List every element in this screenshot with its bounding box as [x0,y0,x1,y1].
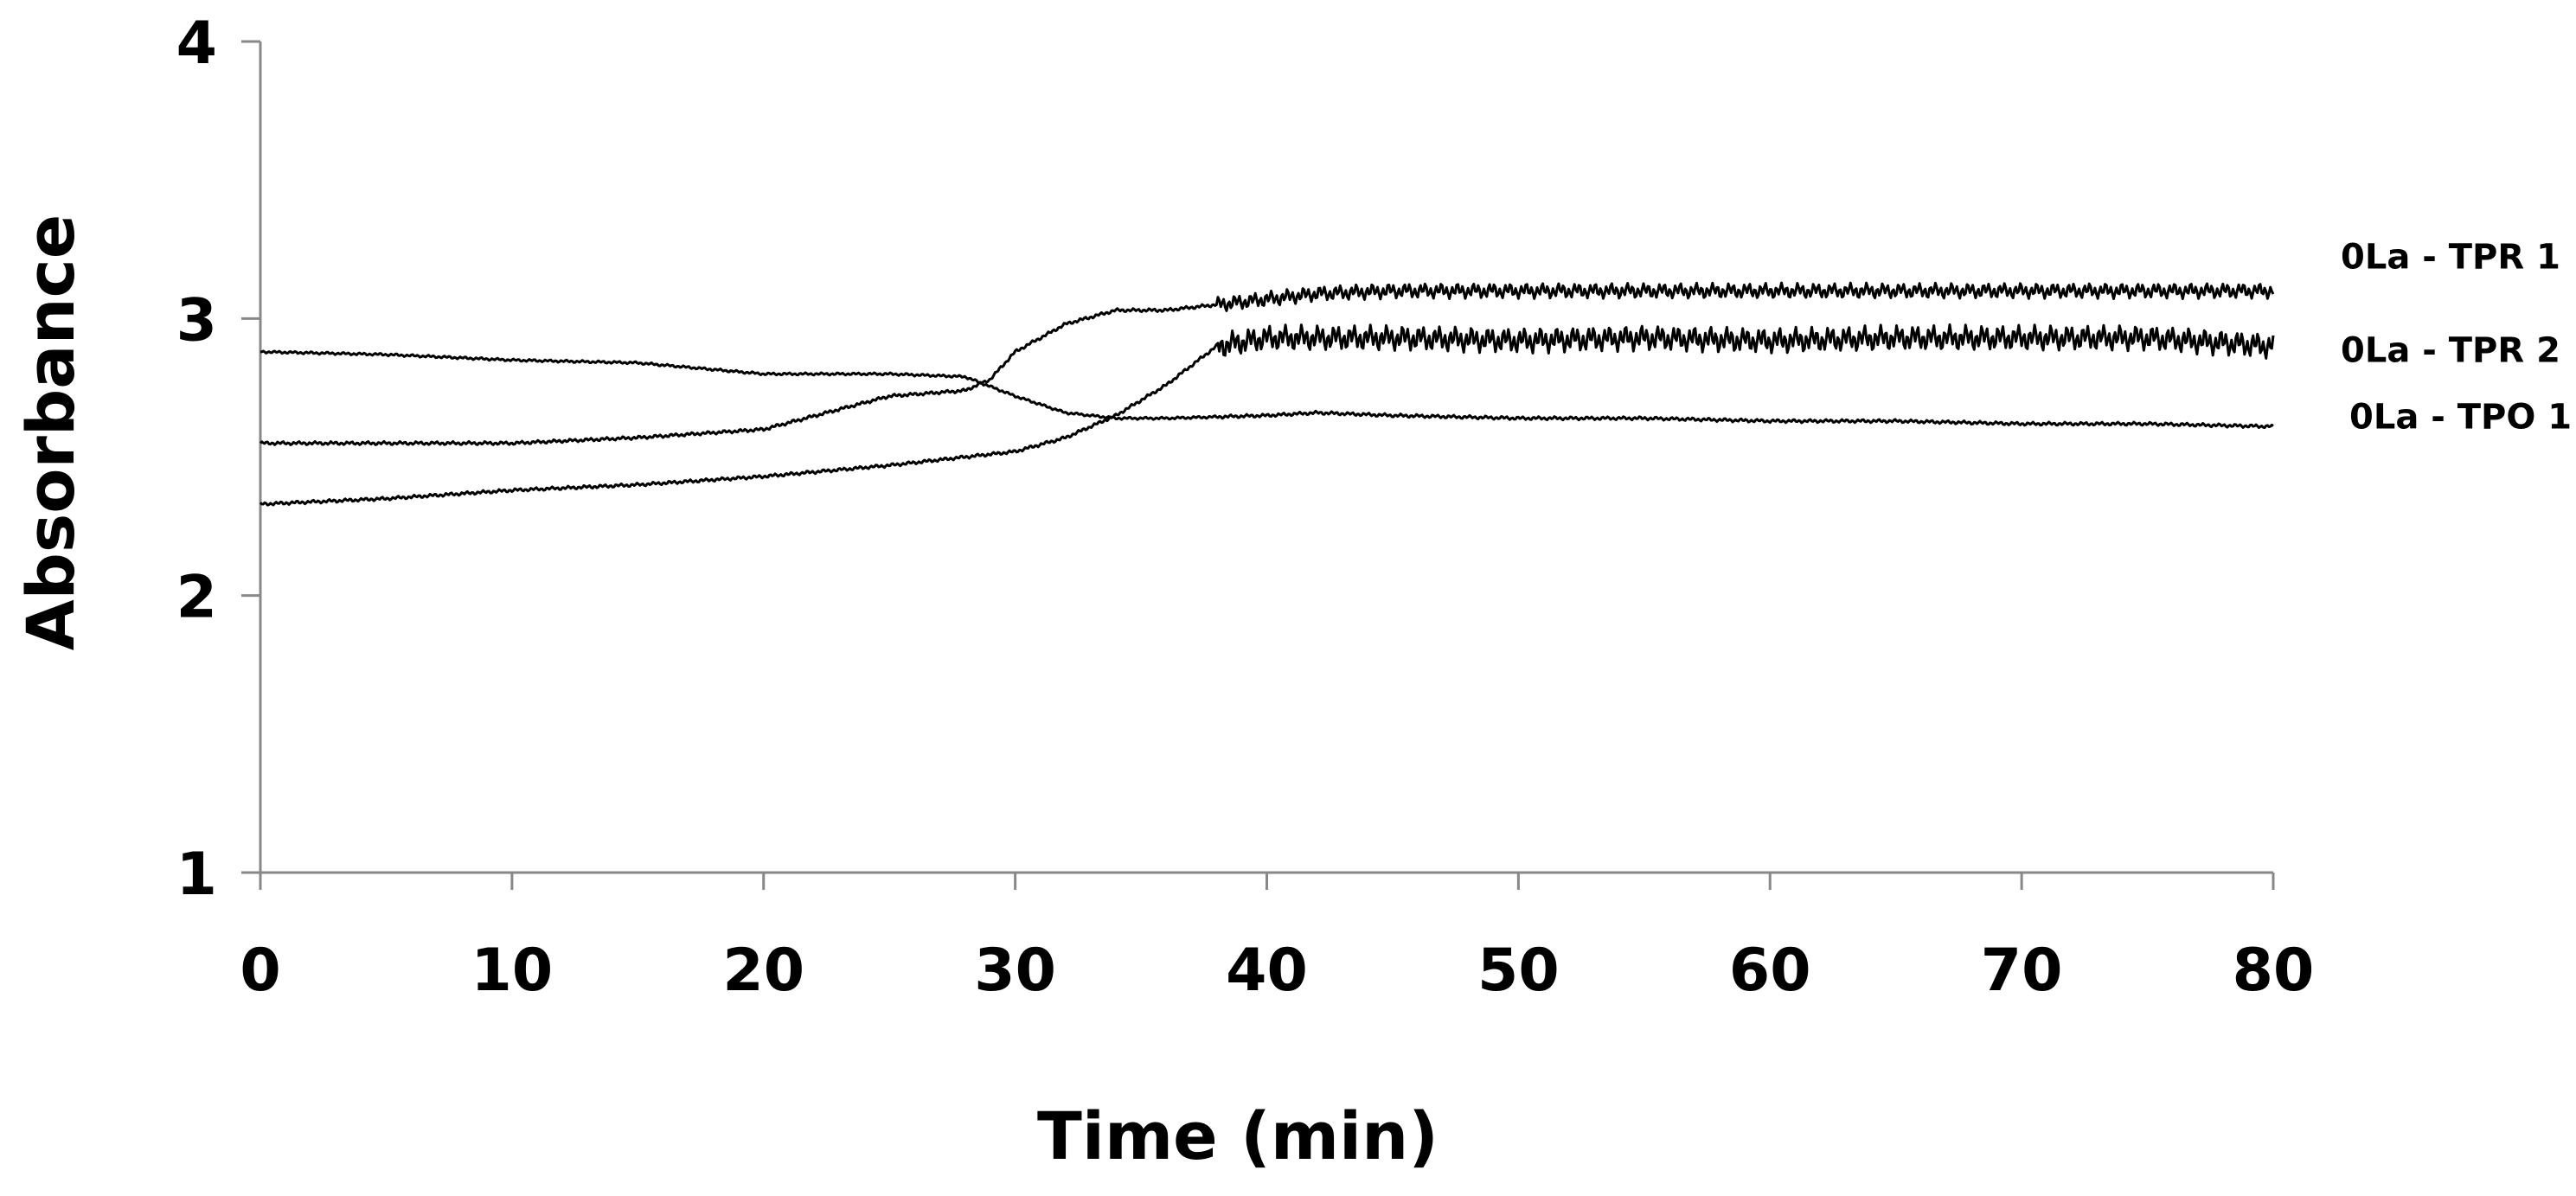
y-tick-label: 4 [176,10,217,78]
tick-labels: 0 10 20 30 40 50 60 70 80 1 2 3 4 [176,10,2315,1005]
series-line-1 [259,281,2275,446]
y-axis-title: Absorbance [12,214,89,651]
x-tick-label: 30 [974,937,1056,1005]
x-tick-label: 80 [2233,937,2315,1005]
series-label-2: 0La - TPR 2 [2341,330,2560,370]
axes [241,40,2275,890]
y-tick-label: 1 [176,841,217,909]
x-axis-title: Time (min) [1037,1097,1439,1174]
series-line-2 [259,323,2275,507]
x-tick-label: 50 [1477,937,1560,1005]
x-tick-label: 60 [1729,937,1811,1005]
series-lines [259,281,2275,507]
series-labels: 0La - TPR 1 0La - TPR 2 0La - TPO 1 [2341,237,2572,437]
x-tick-label: 10 [471,937,554,1005]
series-label-1: 0La - TPR 1 [2341,237,2560,277]
series-label-3: 0La - TPO 1 [2349,397,2572,437]
y-tick-label: 2 [176,564,217,632]
x-tick-label: 70 [1981,937,2063,1005]
x-tick-label: 20 [722,937,804,1005]
x-tick-label: 0 [240,937,280,1005]
series-line-3 [260,349,2274,430]
y-tick-label: 3 [176,286,217,355]
x-tick-label: 40 [1226,937,1308,1005]
